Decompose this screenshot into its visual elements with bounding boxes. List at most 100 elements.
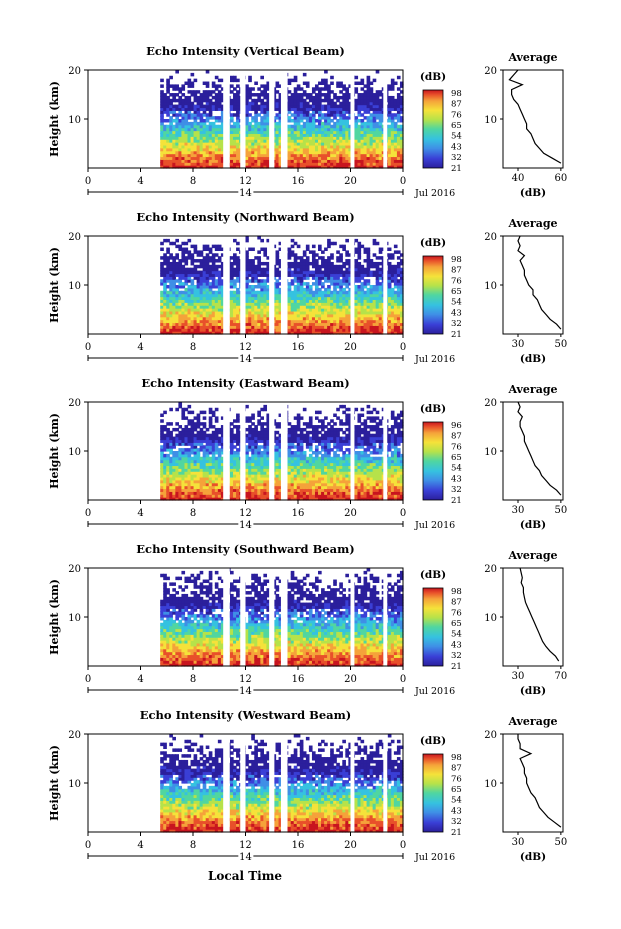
heatmap-cell (354, 316, 359, 321)
heatmap-cell (321, 322, 325, 326)
heatmap-cell (293, 285, 298, 289)
heatmap-cell (160, 90, 164, 94)
heatmap-cell (318, 287, 322, 292)
heatmap-cell (330, 253, 334, 257)
heatmap-cell (336, 142, 340, 146)
heatmap-cell (211, 165, 216, 169)
heatmap-cell (324, 119, 328, 123)
heatmap-cell (190, 113, 195, 117)
heatmap-cell (339, 162, 343, 166)
heatmap-cell (339, 259, 343, 263)
heatmap-cell (302, 139, 307, 143)
heatmap-cell (278, 130, 283, 135)
heatmap-cell (193, 127, 198, 132)
heatmap-cell (293, 110, 298, 114)
heatmap-cell (372, 121, 377, 126)
heatmap-cell (342, 264, 346, 269)
heatmap-cell (184, 147, 189, 152)
heatmap-cell (375, 93, 380, 97)
heatmap-cell (354, 119, 359, 123)
heatmap-cell (208, 302, 213, 306)
heatmap-cell (166, 313, 170, 318)
heatmap-cell (321, 296, 325, 301)
heatmap-cell (169, 130, 173, 135)
heatmap-cell (305, 127, 310, 132)
heatmap-cell (169, 264, 173, 269)
heatmap-cell (214, 130, 219, 135)
heatmap-cell (305, 247, 310, 252)
heatmap-cell (345, 250, 349, 254)
heatmap-cell (220, 316, 225, 321)
heatmap-cell (336, 98, 340, 103)
heatmap-cell (278, 290, 283, 295)
heatmap-cell (172, 107, 176, 111)
heatmap-cell (330, 165, 334, 169)
heatmap-cell (308, 328, 313, 332)
data-gap (223, 235, 230, 335)
heatmap-cell (302, 299, 307, 303)
heatmap-cell (363, 270, 368, 275)
heatmap-cell (327, 302, 331, 306)
heatmap-cell (248, 159, 252, 163)
heatmap-cell (369, 287, 374, 292)
heatmap-cell (324, 162, 328, 166)
heatmap-cell (254, 101, 258, 106)
heatmap-cell (387, 290, 392, 295)
heatmap-cell (169, 142, 173, 146)
heatmap-cell (336, 293, 340, 298)
heatmap-cell (257, 142, 261, 146)
heatmap-cell (399, 159, 404, 163)
heatmap-cell (263, 250, 268, 254)
heatmap-cell (369, 299, 374, 303)
heatmap-cell (190, 90, 195, 94)
heatmap-cell (369, 302, 374, 306)
heatmap-cell (172, 150, 176, 155)
heatmap-cell (160, 84, 164, 88)
x-tick-label: 16 (292, 176, 305, 187)
heatmap-cell (175, 150, 179, 155)
heatmap-cell (205, 93, 210, 97)
heatmap-cell (342, 296, 346, 301)
heatmap-cell (302, 290, 307, 295)
heatmap-cell (363, 325, 368, 329)
heatmap-cell (345, 130, 349, 135)
heatmap-cell (293, 98, 298, 103)
heatmap-cell (278, 153, 283, 158)
heatmap-cell (254, 150, 258, 155)
heatmap-cell (205, 290, 210, 295)
heatmap-cell (230, 316, 234, 321)
heatmap-cell (199, 259, 204, 263)
heatmap-cell (390, 165, 395, 169)
heatmap-cell (348, 287, 353, 292)
heatmap-cell (302, 159, 307, 163)
heatmap-cell (190, 101, 195, 106)
heatmap-cell (193, 302, 198, 306)
heatmap-cell (175, 244, 179, 249)
heatmap-cell (275, 139, 280, 143)
heatmap-cell (163, 136, 167, 140)
heatmap-cell (163, 308, 167, 312)
heatmap-cell (311, 310, 316, 315)
heatmap-cell (169, 331, 173, 335)
heatmap-cell (230, 270, 234, 275)
heatmap-cell (254, 127, 258, 132)
heatmap-cell (302, 165, 307, 169)
heatmap-cell (336, 162, 340, 166)
heatmap-cell (263, 101, 268, 106)
heatmap-cell (266, 264, 271, 269)
heatmap-cell (318, 113, 322, 117)
heatmap-cell (293, 150, 298, 155)
heatmap-cell (308, 133, 313, 137)
heatmap-cell (369, 305, 374, 309)
heatmap-cell (266, 136, 271, 140)
heatmap-cell (390, 136, 395, 140)
heatmap-cell (314, 313, 319, 318)
heatmap-cell (181, 121, 186, 126)
heatmap-cell (345, 136, 349, 140)
heatmap-cell (263, 139, 268, 143)
heatmap-cell (263, 119, 268, 123)
x-tick-label: 16 (292, 342, 305, 353)
heatmap-cell (305, 95, 310, 100)
heatmap-cell (342, 98, 346, 103)
heatmap-cell (290, 279, 295, 283)
